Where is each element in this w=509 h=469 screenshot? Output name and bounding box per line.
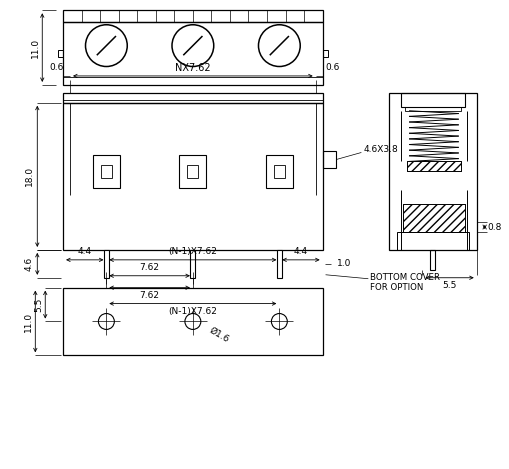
Bar — [274, 166, 285, 178]
Text: 7.62: 7.62 — [139, 291, 160, 300]
Bar — [403, 204, 465, 232]
Bar — [63, 103, 323, 250]
Text: NX7.62: NX7.62 — [175, 63, 211, 73]
Text: Ø1.6: Ø1.6 — [208, 326, 231, 345]
Bar — [63, 287, 323, 356]
Bar — [266, 155, 293, 188]
Bar — [323, 50, 328, 57]
Text: 4.6X3.8: 4.6X3.8 — [363, 145, 398, 154]
Text: 0.8: 0.8 — [488, 223, 502, 232]
Bar — [401, 93, 465, 107]
Bar — [407, 161, 461, 171]
Bar — [323, 151, 335, 168]
Bar — [407, 161, 461, 171]
Text: 5.5: 5.5 — [442, 281, 457, 290]
Text: 5.5: 5.5 — [34, 297, 43, 312]
Text: 11.0: 11.0 — [24, 311, 33, 332]
Text: 7.62: 7.62 — [139, 263, 160, 272]
Bar — [93, 155, 120, 188]
Text: 0.6: 0.6 — [325, 63, 340, 73]
Bar — [405, 107, 461, 111]
Text: (N-1)X7.62: (N-1)X7.62 — [168, 307, 217, 316]
Bar — [104, 250, 109, 278]
Text: 0.6: 0.6 — [49, 63, 63, 73]
Bar — [403, 204, 465, 232]
Bar — [63, 93, 323, 103]
Bar — [63, 22, 323, 85]
Bar — [431, 250, 435, 270]
Text: 4.4: 4.4 — [294, 247, 308, 257]
Text: BOTTOM COVER
FOR OPTION: BOTTOM COVER FOR OPTION — [371, 273, 440, 292]
Text: 1.0: 1.0 — [337, 259, 352, 268]
Bar — [190, 250, 195, 278]
Bar — [397, 232, 469, 250]
Bar — [277, 250, 282, 278]
Text: 11.0: 11.0 — [31, 38, 40, 58]
Bar — [180, 155, 206, 188]
Text: (N-1)X7.62: (N-1)X7.62 — [168, 247, 217, 257]
Bar — [63, 10, 323, 22]
Bar — [187, 166, 199, 178]
Bar — [101, 166, 112, 178]
Bar — [389, 93, 476, 250]
Text: 4.6: 4.6 — [25, 257, 34, 271]
Bar — [58, 50, 63, 57]
Text: 4.4: 4.4 — [78, 247, 92, 257]
Text: 18.0: 18.0 — [25, 166, 34, 186]
